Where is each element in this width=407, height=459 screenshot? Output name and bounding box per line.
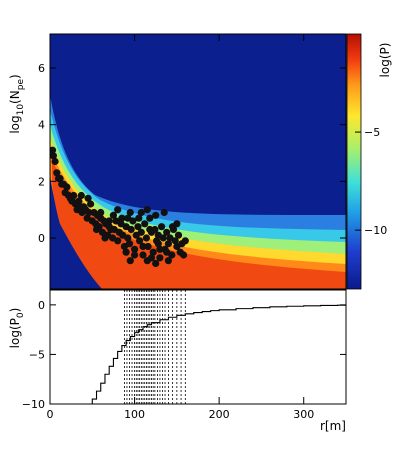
event-point: [163, 248, 171, 256]
top-y-tick-label: 0: [38, 232, 45, 245]
colorbar-ticks: −5 −10: [355, 126, 387, 237]
event-point: [56, 174, 64, 183]
event-point: [134, 223, 142, 231]
event-point: [144, 242, 152, 251]
bottom-frame: [49, 289, 347, 405]
event-point: [53, 169, 61, 177]
colorbar-tick-label: −5: [364, 126, 380, 139]
event-point: [146, 225, 154, 234]
event-point: [156, 245, 164, 253]
colorbar: −5 −10 log(P): [346, 33, 392, 290]
event-point: [136, 237, 144, 245]
probability-heatmap-panel: 0 2 4 6 log10(Npe): [8, 33, 347, 290]
event-point: [159, 234, 167, 242]
event-point: [163, 228, 171, 236]
event-point: [127, 225, 135, 234]
event-point: [180, 251, 188, 259]
event-point: [125, 240, 134, 248]
event-point: [151, 225, 159, 234]
event-point: [126, 257, 134, 265]
event-point: [118, 214, 126, 222]
bottom-y-axis-title: log(P0): [8, 308, 26, 349]
top-y-tick-label: 2: [38, 175, 45, 188]
event-point: [92, 225, 101, 234]
event-point: [143, 206, 151, 214]
event-point: [114, 206, 122, 214]
event-point: [149, 248, 157, 256]
event-point: [75, 197, 83, 205]
event-point: [160, 208, 168, 217]
event-point: [142, 234, 150, 242]
event-point: [146, 214, 154, 222]
event-point: [124, 234, 132, 242]
event-point: [139, 242, 147, 251]
bottom-x-tick-label: 100: [124, 408, 145, 421]
event-point: [114, 237, 122, 245]
event-point: [124, 214, 132, 222]
event-point: [70, 191, 78, 200]
event-point: [156, 254, 164, 262]
colorbar-tick-label: −10: [364, 224, 387, 237]
event-point: [131, 251, 139, 259]
bottom-y-ticks: 0 −5 −10: [22, 299, 346, 411]
bottom-x-tick-label: 300: [293, 408, 314, 421]
top-frame: [49, 33, 347, 290]
bottom-x-ticks: 0 100 200 300: [47, 35, 314, 421]
event-point: [50, 152, 57, 160]
event-point: [126, 208, 134, 217]
event-point: [97, 208, 105, 217]
bottom-frame-bg: [50, 290, 346, 404]
event-point: [164, 240, 172, 248]
event-point: [137, 228, 145, 236]
event-point: [152, 259, 160, 268]
top-y-ticks: 0 2 4 6: [38, 62, 346, 245]
bottom-y-tick-label: −10: [22, 398, 45, 411]
colorbar-gradient: [346, 33, 362, 290]
bottom-x-tick-label: 0: [47, 408, 54, 421]
p0-panel: 0 −5 −10 0 100 200 300 log(P0) r[m]: [8, 35, 347, 433]
event-point: [141, 220, 149, 228]
event-point: [101, 234, 109, 242]
event-point: [158, 223, 166, 231]
event-point: [50, 146, 57, 154]
event-point: [137, 208, 145, 217]
event-point: [181, 237, 189, 245]
event-point: [139, 251, 147, 259]
event-point: [174, 231, 183, 239]
top-y-tick-label: 6: [38, 62, 45, 75]
event-point: [169, 223, 177, 231]
colorbar-title: log(P): [378, 43, 392, 78]
event-point: [122, 248, 130, 256]
event-points: [50, 146, 189, 268]
event-point: [131, 245, 139, 253]
event-point: [154, 240, 162, 248]
event-point: [152, 211, 160, 219]
event-point: [135, 214, 143, 222]
event-point: [63, 183, 71, 191]
event-point: [164, 257, 172, 265]
event-point: [87, 200, 95, 208]
event-point: [84, 194, 92, 202]
event-distance-lines: [124, 290, 186, 404]
top-y-axis-title: log10(Npe): [8, 74, 26, 133]
bottom-y-tick-label: 0: [38, 299, 45, 312]
bottom-y-tick-label: −5: [29, 348, 45, 361]
bottom-x-axis-title: r[m]: [320, 419, 346, 433]
event-point: [109, 211, 117, 219]
p0-curve: [50, 304, 346, 404]
event-point: [77, 191, 85, 200]
bottom-x-tick-label: 200: [209, 408, 230, 421]
event-point: [105, 217, 113, 225]
event-point: [51, 157, 59, 166]
event-point: [171, 237, 179, 245]
event-point: [85, 208, 93, 217]
event-point: [143, 257, 151, 265]
top-y-tick-label: 4: [38, 119, 45, 132]
